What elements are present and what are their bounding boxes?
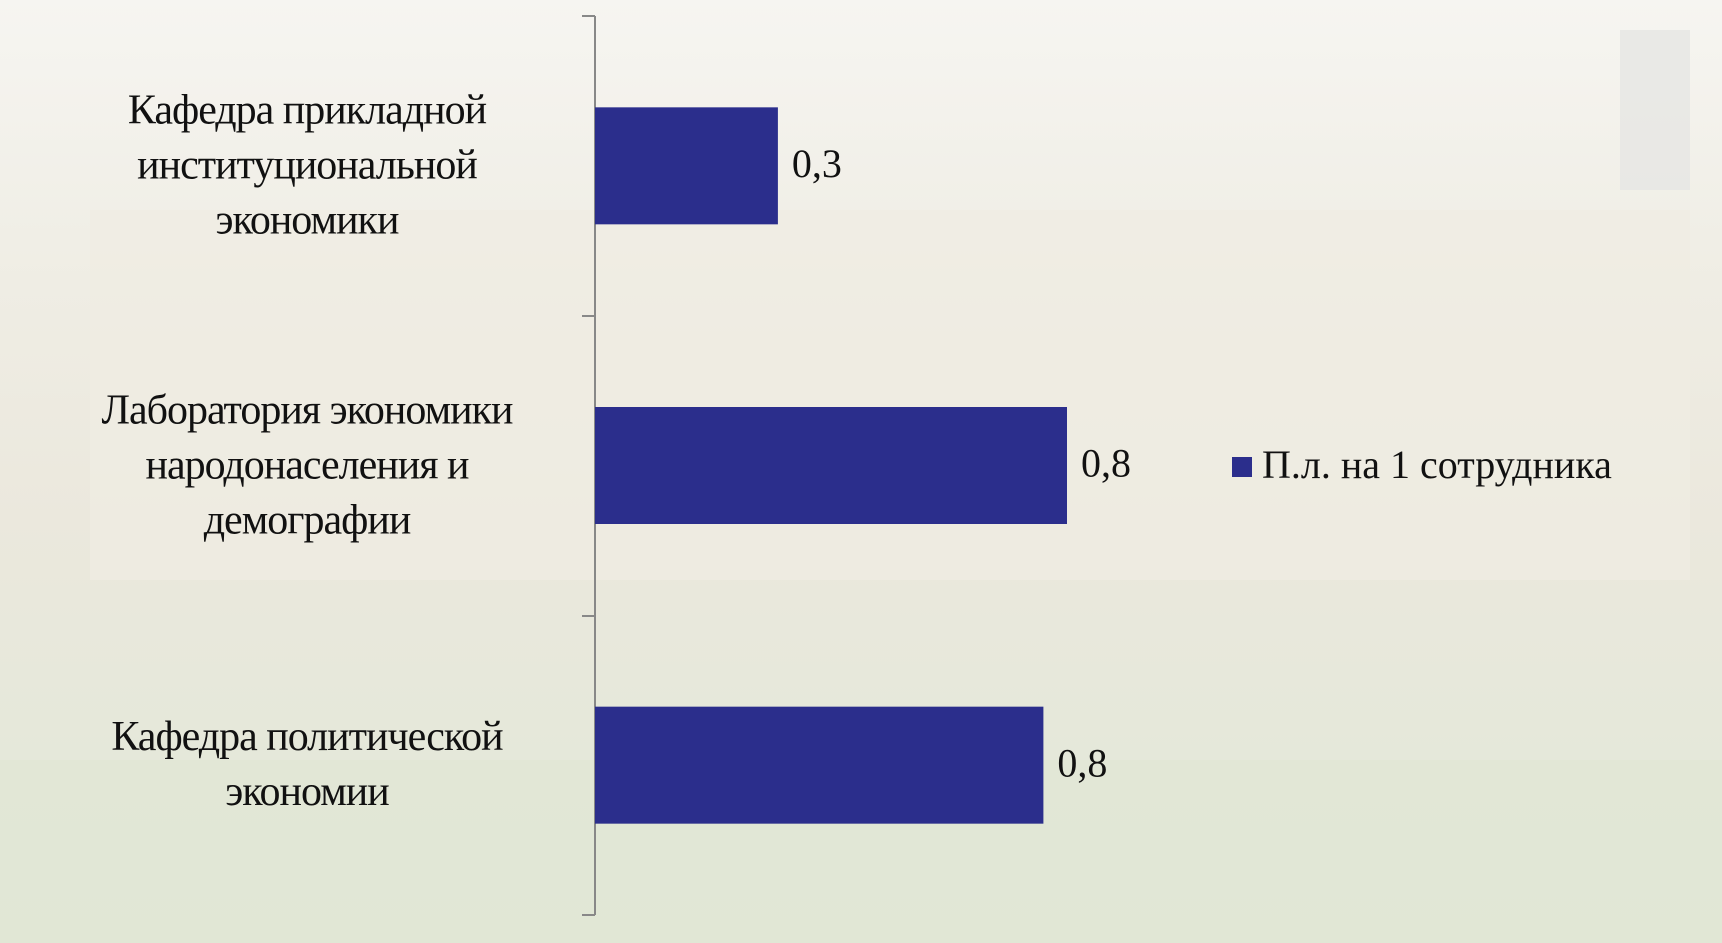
value-label: 0,3 xyxy=(792,141,842,186)
category-label: Кафедра политической экономии xyxy=(111,714,503,816)
bar xyxy=(595,107,778,225)
legend-swatch xyxy=(1232,457,1252,477)
category-label: Лаборатория экономики народонаселения и … xyxy=(101,387,513,543)
value-label: 0,8 xyxy=(1081,441,1131,486)
bar xyxy=(595,407,1067,524)
value-label: 0,8 xyxy=(1057,740,1107,785)
tower xyxy=(1620,30,1690,190)
bar xyxy=(595,706,1044,824)
category-label: Кафедра прикладной институциональной эко… xyxy=(127,87,487,244)
legend-label: П.л. на 1 сотрудника xyxy=(1262,442,1612,487)
